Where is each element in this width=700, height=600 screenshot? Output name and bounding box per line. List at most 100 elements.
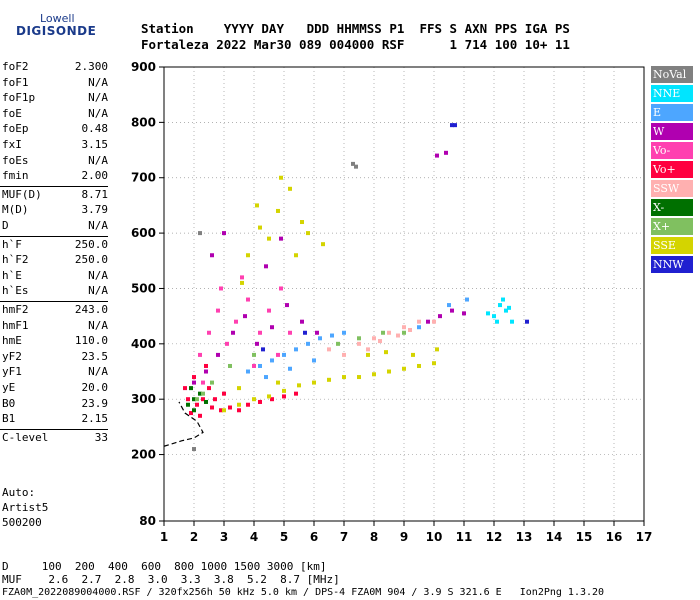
data-point [285,303,289,308]
data-point [228,405,232,410]
data-point [198,352,202,357]
param-name: h`F [2,237,22,251]
param-name: foF1p [2,91,36,105]
data-point [342,330,346,335]
data-point [255,203,259,208]
data-point [312,358,316,363]
data-point [282,352,286,357]
y-tick-label: 80 [139,514,156,528]
data-point [387,369,391,374]
data-point [192,375,196,380]
data-point [222,231,226,236]
data-point [396,333,400,338]
legend-item: NNW [651,256,693,273]
data-point [252,352,256,357]
data-point [495,319,499,324]
x-tick-label: 6 [310,530,318,544]
data-point [294,253,298,258]
y-tick-label: 600 [131,226,156,240]
x-tick-label: 15 [576,530,593,544]
data-point [210,405,214,410]
data-point [258,225,262,230]
data-point [279,175,283,180]
data-point [384,350,388,355]
data-point [288,366,292,371]
data-point [201,391,205,396]
data-point [192,447,196,452]
data-point [306,341,310,346]
param-name: yE [2,381,16,394]
data-point [336,341,340,346]
data-point [279,236,283,241]
param-value: 3.79 [81,203,109,217]
param-value: 250.0 [74,253,108,267]
legend-item: X+ [651,218,693,235]
data-point [330,333,334,338]
data-point [417,363,421,368]
data-point [327,377,331,382]
data-point [432,319,436,324]
param-name: h`Es [2,284,29,298]
data-point [351,161,355,166]
param-name: yF2 [2,349,22,363]
param-value: 33 [94,430,108,444]
data-point [303,330,307,335]
data-point [282,394,286,399]
data-point [342,352,346,357]
legend-item: Vo- [651,142,693,159]
y-tick-label: 200 [131,448,156,462]
data-point [462,311,466,316]
param-name: foF1 [2,75,29,89]
header-row-values: Fortaleza 2022 Mar30 089 004000 RSF 1 71… [141,37,570,52]
x-tick-label: 11 [456,530,473,544]
data-point [198,413,202,418]
param-name: yF1 [2,365,22,379]
legend-item: Vo+ [651,161,693,178]
data-point [240,275,244,280]
data-point [213,397,217,402]
data-point [258,330,262,335]
y-tick-label: 900 [131,60,156,74]
y-tick-label: 800 [131,115,156,129]
y-tick-label: 300 [131,392,156,406]
param-separator [0,185,108,187]
data-point [204,369,208,374]
data-point [402,330,406,335]
data-point [294,391,298,396]
data-point [300,319,304,324]
param-value: N/A [88,284,108,298]
digisonde-logo-text: DIGISONDE [16,24,97,38]
artist-version: Artist5 [2,501,49,514]
data-point [297,383,301,388]
param-separator [0,235,108,237]
data-point [450,308,454,313]
data-point [504,308,508,313]
data-point [288,186,292,191]
data-point [267,394,271,399]
param-name: MUF(D) [2,187,42,201]
param-value: N/A [88,219,108,232]
param-name: M(D) [2,203,29,217]
data-point [498,303,502,308]
data-point [402,366,406,371]
param-name: foEs [2,153,29,167]
data-point [264,375,268,380]
data-point [402,325,406,330]
param-separator [0,428,108,430]
x-tick-label: 17 [636,530,653,544]
data-point [450,123,454,128]
data-point [201,380,205,385]
data-point [186,402,190,407]
param-name: hmE [2,334,22,348]
data-point [312,380,316,385]
data-point [327,347,331,352]
data-point [258,363,262,368]
data-point [204,399,208,404]
param-value: 20.0 [81,381,109,394]
data-point [300,220,304,225]
data-point [270,325,274,330]
data-point [294,347,298,352]
param-value: N/A [88,365,108,379]
data-point [432,361,436,366]
data-point [366,347,370,352]
